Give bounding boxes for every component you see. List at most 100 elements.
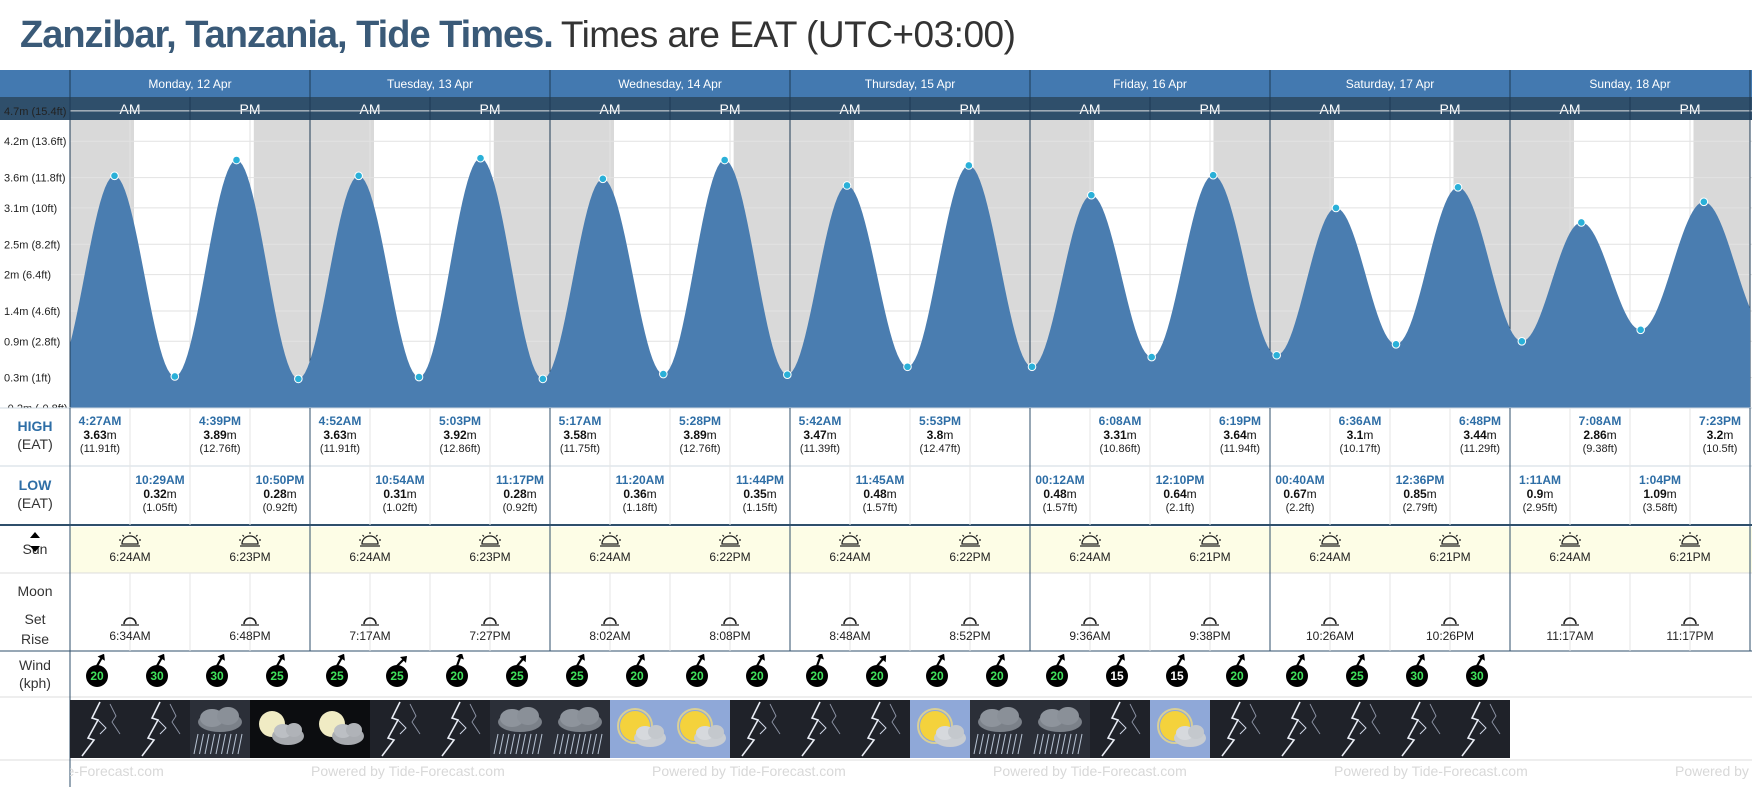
- high-tide-cell: 6:19PM 3.64m (11.94ft): [1204, 414, 1276, 456]
- wind-speed-badge: 20: [626, 665, 648, 687]
- y-tick-label: -0.2m (-0.8ft): [4, 403, 68, 408]
- wind-speed-badge: 25: [266, 665, 288, 687]
- sunset-cell: 6:21PM: [1655, 531, 1725, 564]
- thunderstorm-icon: [790, 700, 850, 758]
- low-timezone-label: (EAT): [17, 495, 53, 511]
- moonrise-time: 6:48PM: [229, 629, 271, 643]
- tide-height-feet: (1.57ft): [1042, 502, 1078, 514]
- tide-height-feet: (2.2ft): [1285, 502, 1315, 514]
- ampm-label: AM: [600, 101, 621, 117]
- y-axis-background: [0, 120, 70, 408]
- moonrise-cell: 7:17AM: [335, 614, 405, 643]
- tide-height-value: 0.67: [1283, 487, 1307, 501]
- low-tide-marker: [903, 362, 912, 372]
- tide-area: [70, 158, 1750, 408]
- partly-cloudy-night-icon: [250, 700, 310, 758]
- high-tide-cell: 6:08AM 3.31m (10.86ft): [1084, 414, 1156, 456]
- high-tide-cell: 5:53PM 3.8m (12.47ft): [904, 414, 976, 456]
- moonrise-icon: [1681, 617, 1699, 626]
- tide-height-feet: (11.91ft): [79, 443, 121, 455]
- high-tide-cell: 5:03PM 3.92m (12.86ft): [424, 414, 496, 456]
- weather-cell: [1030, 700, 1090, 758]
- wind-speed-badge: 20: [1286, 665, 1308, 687]
- thunderstorm-icon: [730, 700, 790, 758]
- ampm-label: AM: [1080, 101, 1101, 117]
- high-tide-marker: [232, 155, 241, 165]
- low-tide-marker: [1272, 350, 1281, 360]
- sunrise-icon: [359, 532, 381, 547]
- rain-icon: [550, 700, 610, 758]
- wind-cell: 25: [312, 652, 362, 696]
- ampm-label: PM: [1680, 101, 1701, 117]
- partly-cloudy-icon: [670, 700, 730, 758]
- moonrise-cell: 10:26PM: [1415, 614, 1485, 643]
- sunset-cell: 6:21PM: [1175, 531, 1245, 564]
- day-label: Friday, 16 Apr: [1113, 77, 1187, 91]
- weather-cell: [70, 700, 130, 758]
- partly-cloudy-icon: [1150, 700, 1210, 758]
- thunderstorm-icon: [130, 700, 190, 758]
- wind-cell: 20: [1032, 652, 1082, 696]
- high-tide-marker: [964, 161, 974, 170]
- tide-height-feet: (11.91ft): [319, 443, 361, 455]
- tide-height-metres: 0.36m: [623, 487, 657, 501]
- tide-height-metres: 3.63m: [323, 428, 357, 442]
- tide-height-feet: (10.5ft): [1702, 443, 1738, 455]
- thunderstorm-icon: [1450, 700, 1510, 758]
- moonrise-time: 8:48AM: [829, 629, 871, 643]
- y-tick-label: 4.7m (15.4ft): [4, 106, 66, 118]
- day-header-band: [0, 70, 1752, 97]
- tide-height-value: 3.92: [443, 428, 467, 442]
- sunrise-cell: 6:24AM: [335, 531, 405, 564]
- moonrise-time: 8:02AM: [589, 629, 631, 643]
- tide-height-metres: 0.67m: [1283, 487, 1317, 501]
- tide-height-value: 3.2: [1706, 428, 1724, 442]
- tide-height-feet: (1.15ft): [742, 502, 778, 514]
- high-tide-cell: 5:17AM 3.58m (11.75ft): [544, 414, 616, 456]
- sunset-cell: 6:21PM: [1415, 531, 1485, 564]
- sunrise-cell: 6:24AM: [815, 531, 885, 564]
- wind-speed-badge: 20: [806, 665, 828, 687]
- day-label: Thursday, 15 Apr: [865, 77, 956, 91]
- ampm-header-band: [0, 97, 1752, 120]
- ampm-label: PM: [240, 101, 261, 117]
- tide-height-feet: (9.38ft): [1582, 443, 1618, 455]
- moonrise-icon: [1321, 617, 1339, 626]
- low-tide-cell: 11:44PM 0.35m (1.15ft): [724, 473, 796, 515]
- moonrise-time: 8:08PM: [709, 629, 751, 643]
- wind-cell: 15: [1152, 652, 1202, 696]
- tide-height-metres: 3.8m: [926, 428, 954, 442]
- y-tick-label: 0.9m (2.8ft): [4, 336, 60, 348]
- wind-speed-badge: 20: [1046, 665, 1068, 687]
- y-tick-label: 2.5m (8.2ft): [4, 239, 60, 251]
- tide-height-value: 3.1: [1346, 428, 1364, 442]
- wind-speed-badge: 25: [506, 665, 528, 687]
- weather-cell: [1150, 700, 1210, 758]
- ampm-label: PM: [960, 101, 981, 117]
- high-tide-marker: [1453, 183, 1463, 192]
- tide-height-metres: 3.58m: [563, 428, 597, 442]
- tide-time: 11:20AM: [615, 473, 665, 487]
- tide-height-metres: 3.44m: [1463, 428, 1497, 442]
- tide-height-value: 3.64: [1223, 428, 1247, 442]
- footer-credit: Powered by Tide-Forecast.com: [311, 763, 505, 779]
- tide-height-metres: 0.28m: [503, 487, 537, 501]
- wind-cell: 20: [612, 652, 662, 696]
- tide-height-feet: (12.76ft): [679, 443, 721, 455]
- sunrise-icon: [1079, 532, 1101, 547]
- moonrise-icon: [1081, 617, 1099, 626]
- day-label: Wednesday, 14 Apr: [618, 77, 722, 91]
- wind-cell: 25: [372, 652, 422, 696]
- moonrise-cell: 7:27PM: [455, 614, 525, 643]
- tide-height-value: 1.09: [1643, 487, 1667, 501]
- tide-height-feet: (12.86ft): [439, 443, 481, 455]
- tide-height-value: 0.31: [383, 487, 407, 501]
- tide-height-value: 2.86: [1583, 428, 1607, 442]
- y-tick-label: 2m (6.4ft): [4, 270, 51, 282]
- tide-height-feet: (12.76ft): [199, 443, 241, 455]
- sunset-cell: 6:22PM: [935, 531, 1005, 564]
- high-tide-cell: 6:36AM 3.1m (10.17ft): [1324, 414, 1396, 456]
- weather-cell: [490, 700, 550, 758]
- moonrise-cell: 6:48PM: [215, 614, 285, 643]
- weather-cell: [1390, 700, 1450, 758]
